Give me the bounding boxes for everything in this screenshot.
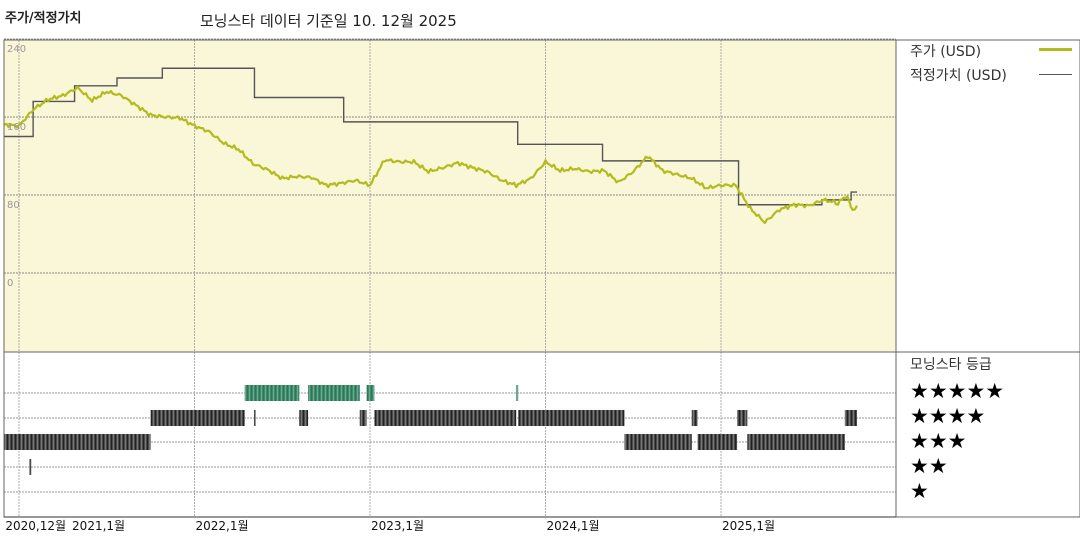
rating-bar-4-star [737,410,748,426]
x-tick-label: 2021,1월 [72,519,125,533]
y-tick-label: 240 [7,44,26,55]
y-tick-label: 0 [7,278,13,289]
x-tick-label: 2022,1월 [196,519,249,533]
price-line [3,85,858,225]
rating-bar-5-star [244,385,300,401]
rating-bar-4-star [374,410,517,426]
rating-bar-3-star [4,434,151,450]
rating-bar-5-star [308,385,360,401]
legend-price-label: 주가 (USD) [910,44,982,60]
rating-bar-2-star [29,459,32,475]
plot-background [4,40,896,352]
y-tick-label: 80 [7,200,20,211]
rating-1-star: ★ [910,479,929,503]
x-tick-label: 2020,12월 [5,519,66,533]
fair-value-line [4,67,858,206]
legend-fair-value-label: 적정가치 (USD) [910,68,1007,84]
rating-bar-4-star [150,410,245,426]
x-tick-label: 2023,1월 [371,519,424,533]
rating-bar-3-star [624,434,692,450]
x-tick-label: 2024,1월 [547,519,600,533]
rating-2-stars: ★★ [910,454,948,478]
rating-bar-3-star [747,434,845,450]
rating-bar-5-star [516,385,519,401]
rating-bar-5-star [366,385,375,401]
chart-title: 주가/적정가치 [5,11,82,26]
x-tick-label: 2025,1월 [722,519,775,533]
rating-bar-4-star [299,410,309,426]
rating-bar-4-star [518,410,625,426]
rating-legend-title: 모닝스타 등급 [910,357,992,373]
y-tick-label: 160 [7,122,26,133]
rating-bar-3-star [697,434,738,450]
legend-fair-value-swatch [1039,74,1072,75]
data-date-label: 모닝스타 데이터 기준일 10. 12월 2025 [200,12,457,30]
rating-bar-4-star [359,410,367,426]
rating-4-stars: ★★★★ [910,404,986,428]
rating-3-stars: ★★★ [910,429,967,453]
rating-bar-4-star [691,410,698,426]
rating-bar-4-star [844,410,858,426]
rating-5-stars: ★★★★★ [910,379,1005,403]
rating-bar-4-star [253,410,256,426]
legend-price-swatch [1039,48,1072,51]
